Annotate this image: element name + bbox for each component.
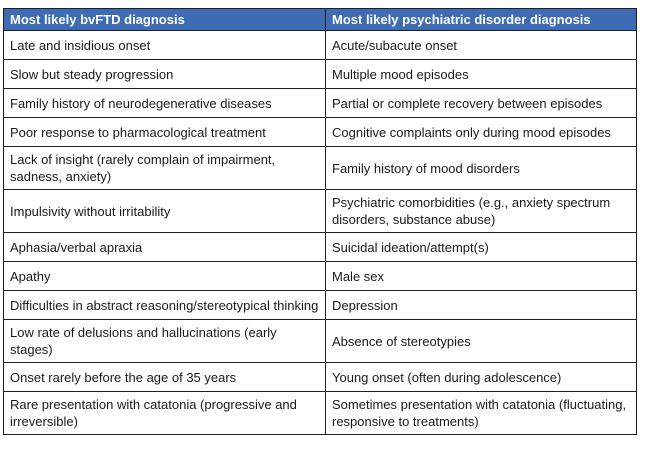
table-row: Difficulties in abstract reasoning/stere… [3, 290, 637, 320]
table-cell: Cognitive complaints only during mood ep… [325, 117, 637, 147]
table-cell: Low rate of delusions and hallucinations… [3, 319, 326, 363]
table-cell: Aphasia/verbal apraxia [3, 232, 326, 262]
table-cell: Late and insidious onset [3, 30, 326, 60]
diagnosis-comparison-table: Most likely bvFTD diagnosis Most likely … [3, 8, 637, 435]
table-row: Apathy Male sex [3, 261, 637, 291]
table-cell: Impulsivity without irritability [3, 189, 326, 233]
table-cell: Male sex [325, 261, 637, 291]
table-row: Family history of neurodegenerative dise… [3, 88, 637, 118]
table-cell: Partial or complete recovery between epi… [325, 88, 637, 118]
table-header-row: Most likely bvFTD diagnosis Most likely … [3, 8, 637, 31]
table-cell: Sometimes presentation with catatonia (f… [325, 391, 637, 435]
table-row: Aphasia/verbal apraxia Suicidal ideation… [3, 232, 637, 262]
table-cell: Difficulties in abstract reasoning/stere… [3, 290, 326, 320]
table-cell: Absence of stereotypies [325, 319, 637, 363]
table-row: Poor response to pharmacological treatme… [3, 117, 637, 147]
table-cell: Acute/subacute onset [325, 30, 637, 60]
table-cell: Family history of neurodegenerative dise… [3, 88, 326, 118]
table-row: Late and insidious onset Acute/subacute … [3, 30, 637, 60]
table-row: Low rate of delusions and hallucinations… [3, 319, 637, 363]
table-cell: Young onset (often during adolescence) [325, 362, 637, 392]
table-cell: Poor response to pharmacological treatme… [3, 117, 326, 147]
table-cell: Depression [325, 290, 637, 320]
table-cell: Lack of insight (rarely complain of impa… [3, 146, 326, 190]
column-header-psychiatric: Most likely psychiatric disorder diagnos… [325, 8, 637, 31]
table-cell: Rare presentation with catatonia (progre… [3, 391, 326, 435]
page: Most likely bvFTD diagnosis Most likely … [3, 8, 637, 435]
table-cell: Slow but steady progression [3, 59, 326, 89]
table-row: Impulsivity without irritability Psychia… [3, 189, 637, 233]
table-cell: Psychiatric comorbidities (e.g., anxiety… [325, 189, 637, 233]
table-row: Rare presentation with catatonia (progre… [3, 391, 637, 435]
table-row: Onset rarely before the age of 35 years … [3, 362, 637, 392]
table-row: Lack of insight (rarely complain of impa… [3, 146, 637, 190]
table-cell: Apathy [3, 261, 326, 291]
table-row: Slow but steady progression Multiple moo… [3, 59, 637, 89]
table-cell: Multiple mood episodes [325, 59, 637, 89]
table-cell: Onset rarely before the age of 35 years [3, 362, 326, 392]
table-cell: Family history of mood disorders [325, 146, 637, 190]
column-header-bvftd: Most likely bvFTD diagnosis [3, 8, 326, 31]
table-cell: Suicidal ideation/attempt(s) [325, 232, 637, 262]
